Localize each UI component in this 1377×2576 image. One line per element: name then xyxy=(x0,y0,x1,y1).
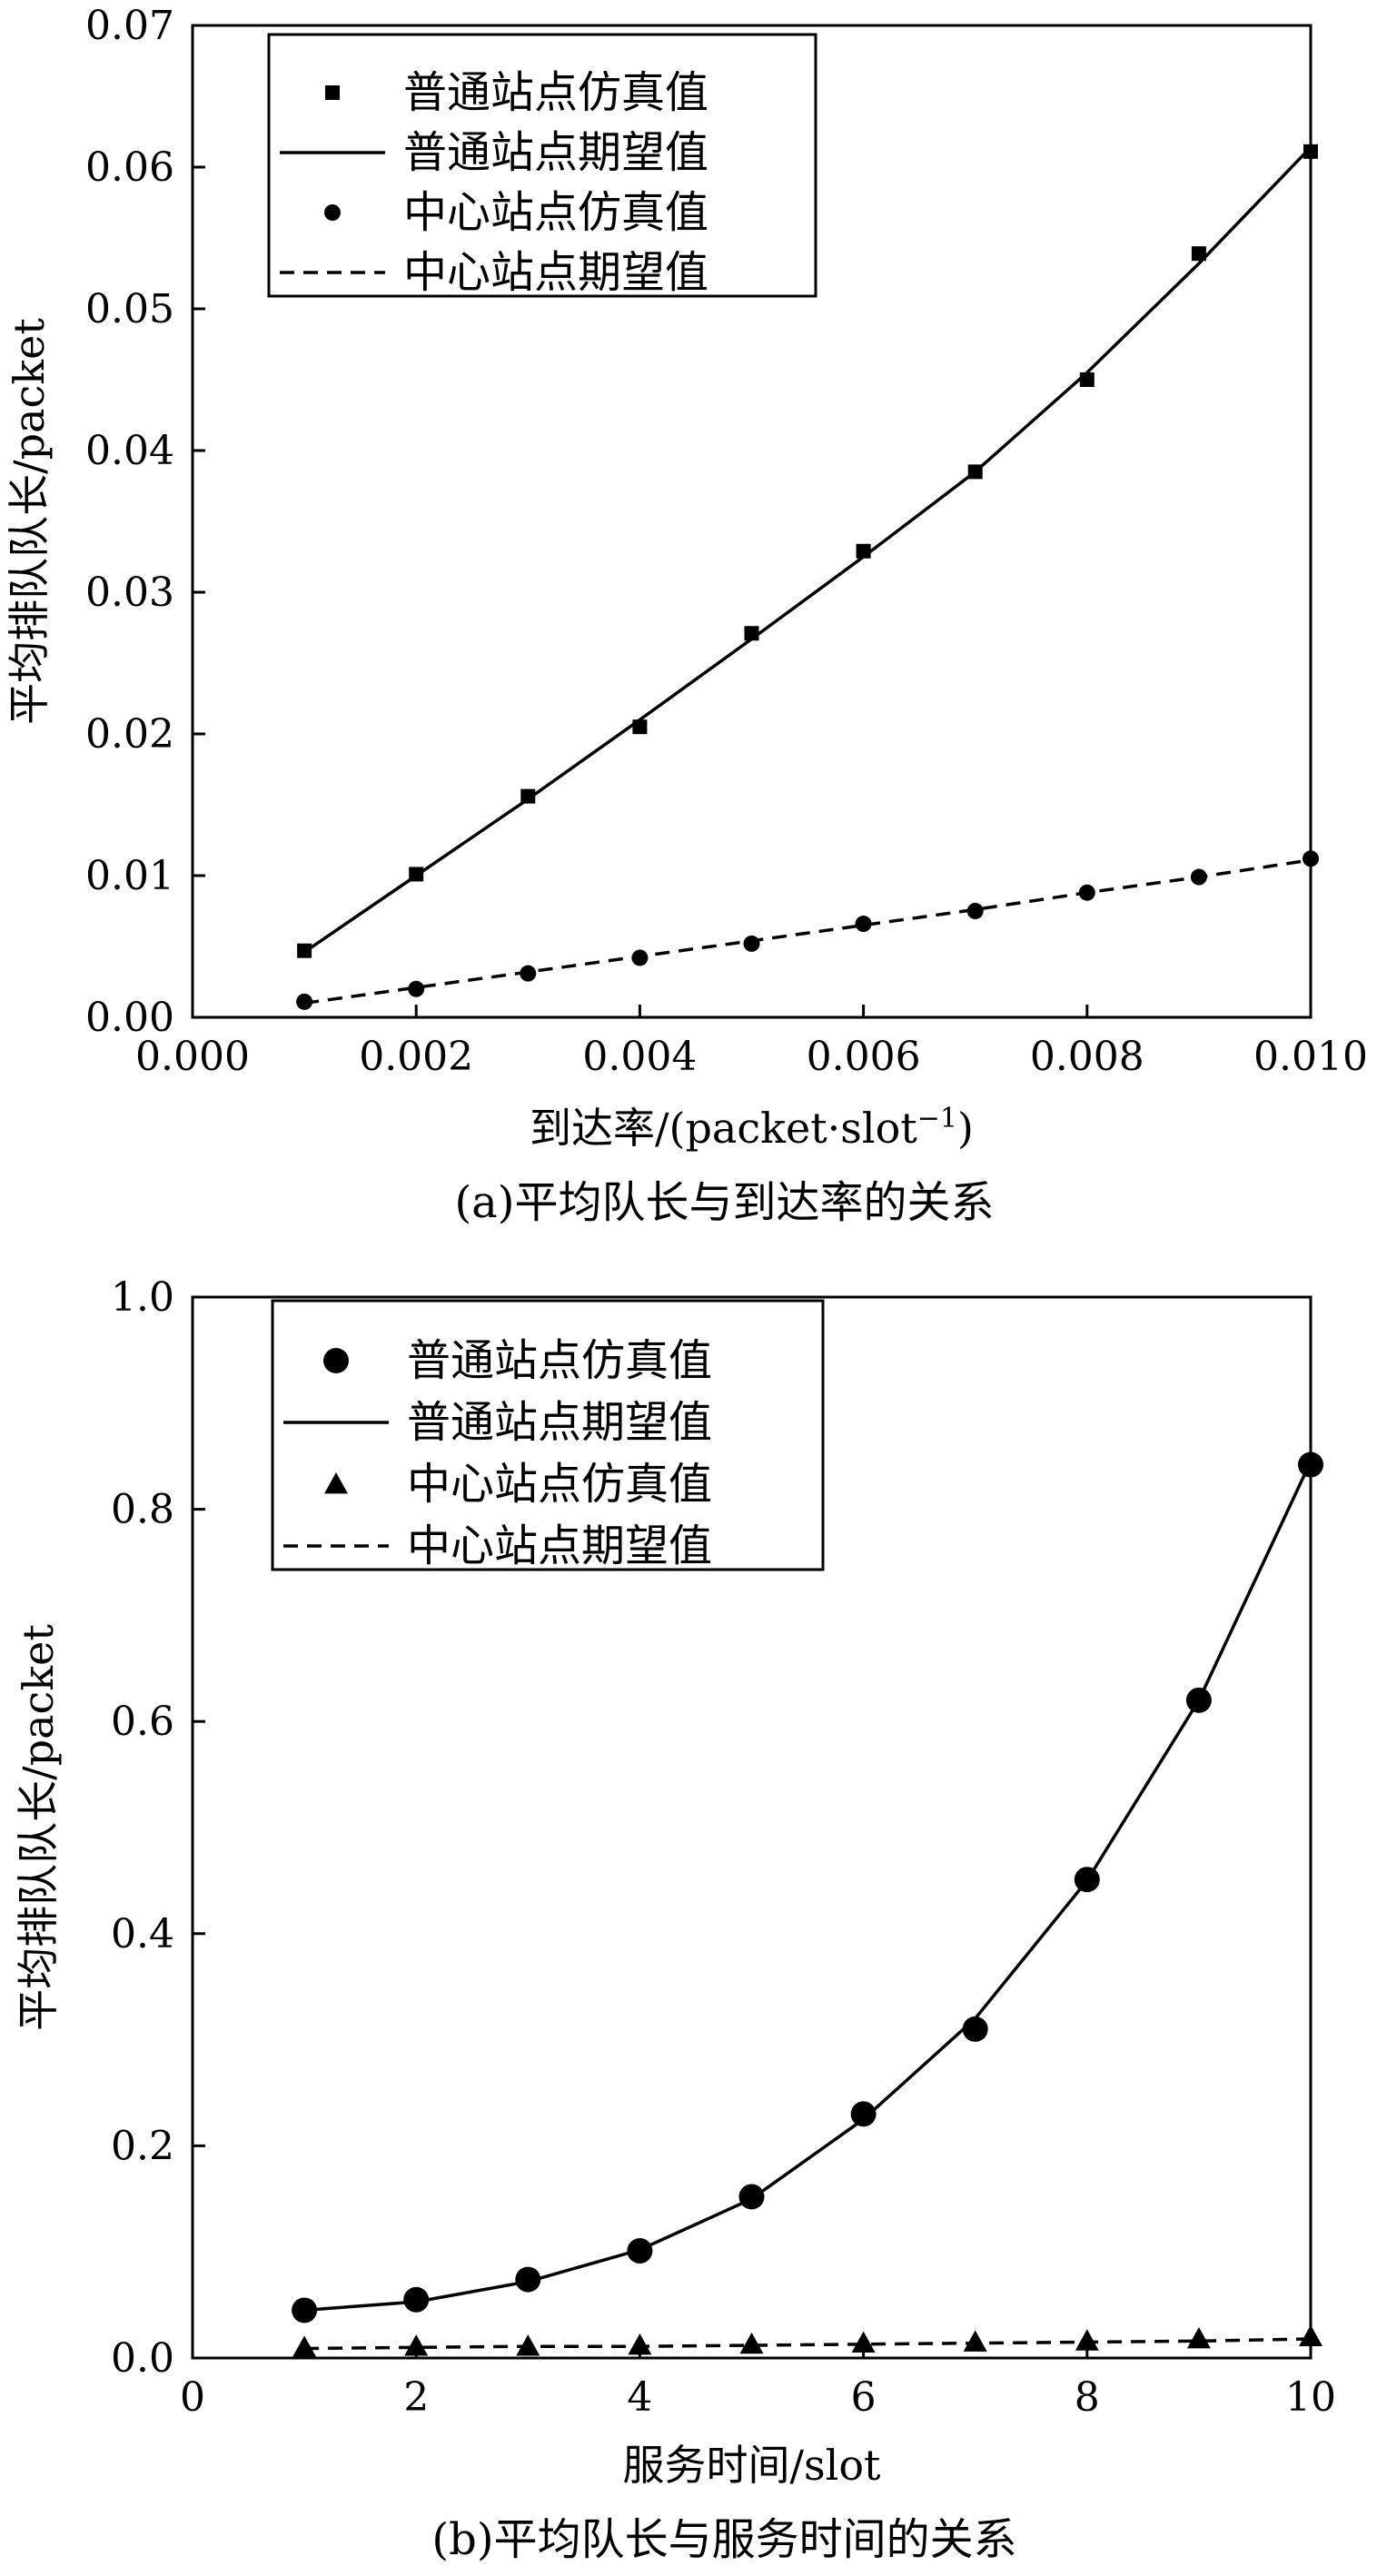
chart-a-x-axis-title: 到达率/(packet·slot−1) xyxy=(530,1103,974,1154)
a-data-point xyxy=(857,544,871,559)
a-data-point xyxy=(745,626,759,640)
a-legend-label: 中心站点仿真值 xyxy=(403,187,708,238)
a-legend-swatch xyxy=(325,85,340,100)
b-x-tick-label: 8 xyxy=(1075,2374,1100,2421)
a-data-point xyxy=(1192,246,1206,261)
a-y-tick-label: 0.00 xyxy=(85,995,174,1041)
b-x-tick-label: 2 xyxy=(403,2374,429,2421)
a-data-point xyxy=(297,944,312,958)
a-data-point xyxy=(744,936,760,952)
chart-a-x-axis-title-tail: ) xyxy=(957,1104,974,1153)
a-data-point xyxy=(1079,885,1095,901)
b-data-point xyxy=(963,2016,988,2042)
a-legend-label: 普通站点仿真值 xyxy=(403,67,708,118)
chart-b-series xyxy=(292,1452,1323,2357)
chart-a-x-axis-title-main: 到达率/(packet·slot xyxy=(530,1104,917,1153)
b-data-point xyxy=(852,2332,876,2353)
a-data-point xyxy=(1191,869,1207,886)
b-data-point xyxy=(627,2238,652,2264)
a-y-tick-label: 0.04 xyxy=(85,428,174,474)
b-y-tick-label: 0.8 xyxy=(111,1487,174,1533)
a-legend-label: 普通站点期望值 xyxy=(403,127,708,178)
a-x-tick-label: 0.008 xyxy=(1030,1034,1144,1080)
a-y-tick-label: 0.03 xyxy=(85,570,174,616)
chart-a-x-axis-title-sup: −1 xyxy=(917,1103,957,1134)
chart-b-x-axis-title: 服务时间/slot xyxy=(623,2441,882,2490)
b-data-point xyxy=(964,2330,987,2351)
a-data-point xyxy=(1080,372,1095,387)
b-data-point xyxy=(515,2267,540,2293)
b-legend-label: 中心站点仿真值 xyxy=(407,1459,712,1510)
a-series-line-3 xyxy=(304,860,1311,1004)
a-x-tick-label: 0.002 xyxy=(359,1034,473,1080)
a-x-tick-label: 0.004 xyxy=(582,1034,697,1080)
a-x-tick-label: 0.010 xyxy=(1253,1034,1368,1080)
b-x-tick-label: 10 xyxy=(1285,2374,1336,2421)
b-legend-label: 普通站点仿真值 xyxy=(407,1335,712,1386)
b-data-point xyxy=(740,2333,764,2353)
a-y-tick-label: 0.05 xyxy=(85,286,174,332)
a-legend-swatch xyxy=(324,204,341,221)
b-x-tick-label: 0 xyxy=(180,2374,205,2421)
chart-b-y-axis-title: 平均排队队长/packet xyxy=(14,1624,63,2031)
a-data-point xyxy=(409,867,423,881)
b-data-point xyxy=(1075,1867,1100,1892)
b-legend-swatch xyxy=(323,1348,349,1373)
a-data-point xyxy=(296,994,312,1010)
b-data-point xyxy=(404,2334,428,2355)
b-y-tick-label: 0.2 xyxy=(111,2123,174,2169)
b-x-tick-label: 6 xyxy=(851,2374,877,2421)
b-data-point xyxy=(1187,2327,1211,2348)
b-y-tick-label: 0.0 xyxy=(111,2335,174,2382)
chart-a-y-axis-title: 平均排队队长/packet xyxy=(5,318,54,725)
a-data-point xyxy=(856,916,872,932)
b-data-point xyxy=(851,2101,877,2126)
a-y-tick-label: 0.01 xyxy=(85,853,174,899)
b-series-line-1 xyxy=(304,1461,1311,2310)
b-data-point xyxy=(1186,1688,1212,1713)
a-data-point xyxy=(968,464,983,479)
b-data-point xyxy=(1075,2329,1099,2350)
b-data-point xyxy=(403,2287,429,2313)
b-series-line-3 xyxy=(304,2339,1311,2349)
chart-a-caption: (a)平均队长与到达率的关系 xyxy=(454,1177,994,1228)
b-legend-label: 中心站点期望值 xyxy=(407,1521,712,1571)
a-data-point xyxy=(967,903,984,919)
a-data-point xyxy=(632,719,647,734)
a-legend-label: 中心站点期望值 xyxy=(403,247,708,298)
b-y-tick-label: 0.4 xyxy=(111,1911,174,1957)
a-data-point xyxy=(408,981,424,997)
b-x-tick-label: 4 xyxy=(627,2374,652,2421)
b-data-point xyxy=(292,2297,317,2323)
b-data-point xyxy=(292,2335,316,2356)
a-y-tick-label: 0.07 xyxy=(85,3,174,49)
a-x-tick-label: 0.006 xyxy=(807,1034,921,1080)
a-data-point xyxy=(520,789,535,804)
a-data-point xyxy=(631,949,648,966)
b-data-point xyxy=(739,2184,765,2209)
b-y-tick-label: 0.6 xyxy=(111,1699,174,1745)
a-y-tick-label: 0.02 xyxy=(85,711,174,758)
chart-a: 0.000 0.002 0.004 0.006 0.008 0.0100.000.010.… xyxy=(5,3,1368,1228)
b-data-point xyxy=(628,2333,651,2354)
b-y-tick-label: 1.0 xyxy=(111,1274,174,1321)
a-y-tick-label: 0.06 xyxy=(85,144,174,191)
b-legend-label: 普通站点期望值 xyxy=(407,1397,712,1448)
chart-b-caption: (b)平均队长与服务时间的关系 xyxy=(431,2514,1016,2565)
chart-b: 0 2 4 6 8 10 0.0 0.2 0.4 0.6 0.8 1.0 普通站点仿真值普通站点期望值… xyxy=(14,1274,1336,2565)
a-data-point xyxy=(520,966,536,982)
